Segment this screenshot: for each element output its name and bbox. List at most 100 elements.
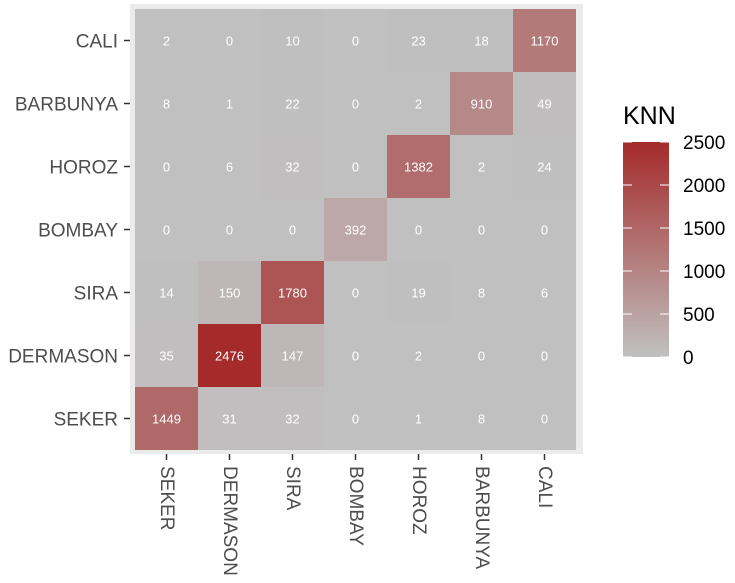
x-axis: SEKER DERMASON SIRA BOMBAY HOROZ BARBUNYA CALI: [156, 454, 555, 576]
cell-value-label: 32: [285, 412, 299, 427]
cell-value-label: 0: [415, 223, 422, 238]
legend-tick-label: 2000: [683, 176, 725, 197]
heatmap-cell: [198, 261, 261, 324]
heatmap-cell: [135, 72, 198, 135]
x-tick-label: SIRA: [282, 466, 303, 511]
heatmap-cell: [450, 324, 513, 387]
cell-value-label: 2: [415, 97, 422, 112]
y-tick-label: HOROZ: [49, 158, 118, 179]
cell-value-label: 35: [159, 349, 173, 364]
y-tick-label: BOMBAY: [38, 221, 118, 242]
cell-value-label: 147: [282, 349, 304, 364]
cell-value-label: 22: [285, 97, 299, 112]
cell-value-label: 0: [289, 223, 296, 238]
heatmap-cell: [513, 261, 576, 324]
cell-value-label: 49: [537, 97, 551, 112]
heatmap-cell: [387, 72, 450, 135]
heatmap-cell: [387, 387, 450, 450]
cell-value-label: 910: [471, 97, 493, 112]
x-tick-label: CALI: [534, 466, 555, 508]
heatmap-cell: [513, 387, 576, 450]
heatmap-cell: [261, 387, 324, 450]
heatmap-cell: [135, 387, 198, 450]
heatmap-cell: [261, 324, 324, 387]
y-tick-label: BARBUNYA: [15, 95, 118, 116]
heatmap-cell: [324, 72, 387, 135]
cell-value-label: 0: [541, 412, 548, 427]
heatmap-cell: [450, 72, 513, 135]
cell-value-label: 19: [411, 286, 425, 301]
cell-value-label: 2: [478, 160, 485, 175]
legend-colorbar: [623, 142, 669, 357]
heatmap-cell: [450, 198, 513, 261]
y-tick-label: DERMASON: [8, 347, 118, 368]
heatmap-cell: [135, 324, 198, 387]
legend-tick-label: 500: [683, 305, 715, 326]
cell-value-label: 0: [541, 349, 548, 364]
cell-value-label: 32: [285, 160, 299, 175]
heatmap-cell: [513, 198, 576, 261]
heatmap-cell: [324, 261, 387, 324]
legend-tick-label: 0: [683, 348, 694, 369]
x-tick-label: SEKER: [156, 466, 177, 530]
heatmap-cell: [198, 198, 261, 261]
heatmap-cell: [387, 261, 450, 324]
heatmap-cell: [261, 135, 324, 198]
cell-value-label: 8: [163, 97, 170, 112]
cell-value-label: 0: [163, 160, 170, 175]
heatmap-cell: [261, 261, 324, 324]
cell-value-label: 0: [226, 34, 233, 49]
heatmap-cell: [513, 72, 576, 135]
cell-value-label: 31: [222, 412, 236, 427]
cell-value-label: 24: [537, 160, 551, 175]
cell-value-label: 23: [411, 34, 425, 49]
cell-value-label: 0: [352, 412, 359, 427]
heatmap-cell: [135, 261, 198, 324]
cell-value-label: 1449: [152, 412, 181, 427]
cell-value-label: 1170: [531, 34, 559, 49]
heatmap-cell: [324, 135, 387, 198]
heatmap-cell: [324, 324, 387, 387]
heatmap-cell: [513, 9, 576, 72]
y-tick-label: SIRA: [74, 284, 119, 305]
cell-value-label: 0: [478, 223, 485, 238]
cell-value-label: 2: [163, 34, 170, 49]
cell-value-label: 1: [415, 412, 422, 427]
cell-value-label: 2: [415, 349, 422, 364]
cell-value-label: 0: [163, 223, 170, 238]
cell-value-label: 8: [478, 412, 485, 427]
heatmap-cell: [198, 387, 261, 450]
cell-value-label: 0: [352, 160, 359, 175]
heatmap-cell: [387, 198, 450, 261]
heatmap-cell: [261, 72, 324, 135]
heatmap-cells: [135, 9, 576, 450]
cell-value-label: 0: [352, 34, 359, 49]
cell-value-label: 10: [285, 34, 299, 49]
x-tick-label: DERMASON: [219, 466, 240, 576]
cell-value-label: 14: [159, 286, 173, 301]
heatmap-cell: [198, 9, 261, 72]
heatmap-cell: [513, 324, 576, 387]
cell-value-label: 2476: [215, 349, 244, 364]
cell-value-label: 0: [226, 223, 233, 238]
x-tick-label: HOROZ: [408, 466, 429, 535]
heatmap-cell: [450, 387, 513, 450]
y-tick-label: SEKER: [54, 410, 118, 431]
cell-value-label: 8: [478, 286, 485, 301]
heatmap-cell: [198, 72, 261, 135]
cell-value-label: 1: [226, 97, 233, 112]
legend-tick-label: 1500: [683, 219, 725, 240]
legend-title: KNN: [623, 102, 676, 130]
heatmap-cell: [324, 9, 387, 72]
heatmap-cell: [324, 387, 387, 450]
heatmap-cell: [450, 135, 513, 198]
heatmap-cell: [135, 9, 198, 72]
y-tick-label: CALI: [76, 32, 118, 53]
heatmap-cell: [387, 135, 450, 198]
cell-value-label: 0: [352, 349, 359, 364]
cell-value-label: 6: [541, 286, 548, 301]
heatmap-cell: [450, 261, 513, 324]
cell-value-label: 0: [541, 223, 548, 238]
